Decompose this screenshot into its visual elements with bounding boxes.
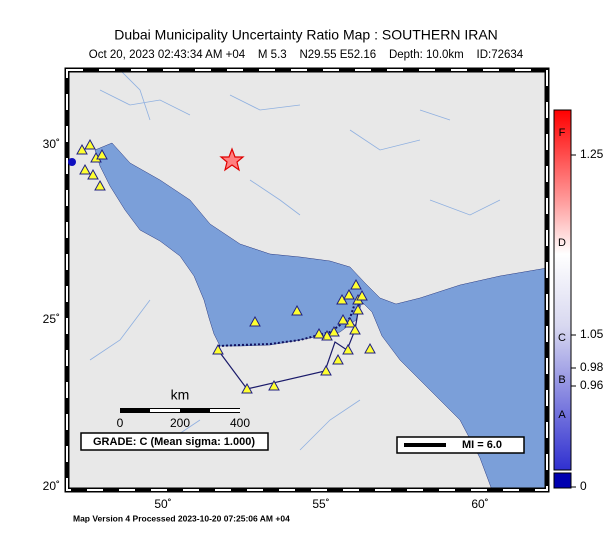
station [321,329,333,341]
station [343,288,355,300]
station [96,148,108,160]
colorbar-tick: 1.25 [580,147,604,161]
colorbar-tick: 1.05 [580,327,604,341]
mi-legend: MI = 6.0 [462,439,502,451]
lon-label: 50˚ [154,497,171,511]
grade-box [80,432,269,451]
station [349,323,361,335]
stations [76,138,376,394]
station [268,379,280,391]
grade-letter: D [558,237,566,249]
station [313,327,325,339]
station [350,278,362,290]
colorbar-tick: 0.98 [580,360,604,374]
title: Dubai Municipality Uncertainty Ratio Map… [114,27,498,43]
scale-label: 400 [230,416,250,430]
grade: GRADE: C (Mean sigma: 1.000) [93,436,255,448]
footer: Map Version 4 Processed 2023-10-20 07:25… [73,513,290,523]
colorbar-tick: 0 [580,479,587,493]
map-frame-ticks [66,69,548,491]
lat-label: 25˚ [43,312,60,326]
grade-letter: F [559,127,566,139]
station [79,163,91,175]
grade-letter: B [558,374,565,386]
subtitle: Oct 20, 2023 02:43:34 AM +04 M 5.3 N29.5… [89,49,524,61]
epicenter [219,147,245,172]
river [89,70,501,451]
station [356,289,368,301]
station [87,168,99,180]
mi-legend-box [396,436,525,454]
grade-letter: C [558,332,566,344]
grade-letter: A [558,409,566,421]
station [94,179,106,191]
station [249,315,261,327]
scale-bar [210,409,240,412]
scale-unit: km [171,387,190,403]
station [84,138,96,150]
station [212,343,224,355]
station [337,313,349,325]
lat-label: 20˚ [43,479,60,493]
station [342,343,354,355]
colorbar-ticks: 1.25 1.05 0.98 0.96 0 [571,147,604,493]
scale-bar [150,409,180,412]
scale-label: 0 [117,416,124,430]
station [320,364,332,376]
lon-label: 55˚ [312,497,329,511]
mi-legend-bar [404,443,446,447]
station [291,304,303,316]
map-area [67,70,547,490]
lon-label: 60˚ [471,497,488,511]
sea [94,142,547,490]
colorbar [553,109,572,471]
station [241,382,253,394]
station [328,325,340,337]
station [76,143,88,155]
station [364,342,376,354]
station-offscale [68,158,76,166]
station [332,353,344,365]
colorbar-zero [553,472,572,489]
colorbar-tick: 0.96 [580,378,604,392]
station [352,303,364,315]
lat-label: 30˚ [43,137,60,151]
grade-letters: F D C B A [558,127,566,421]
scale-label: 200 [170,416,190,430]
